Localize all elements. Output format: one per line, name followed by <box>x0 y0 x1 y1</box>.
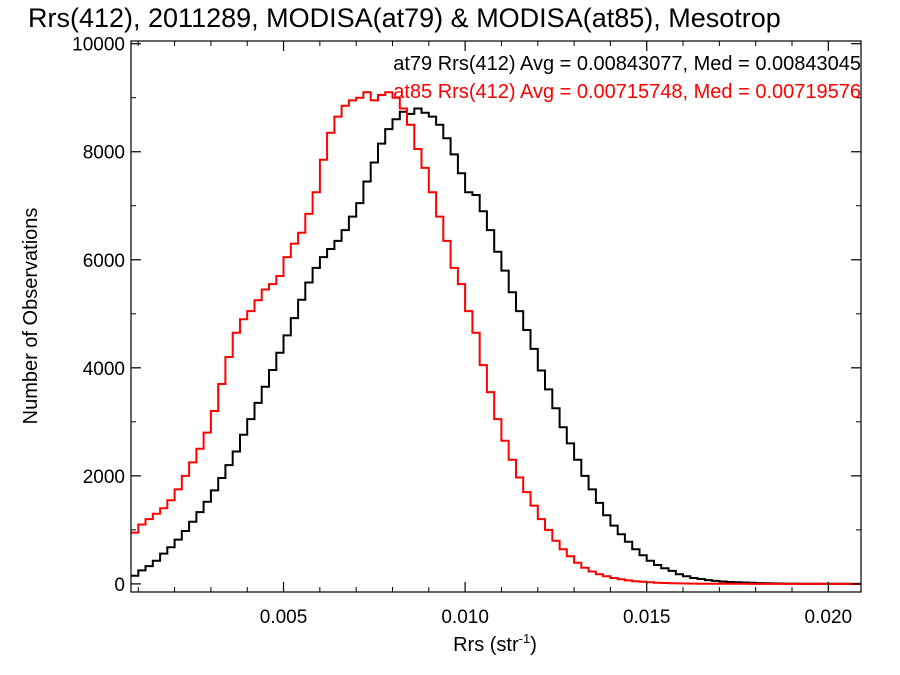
x-tick-label: 0.015 <box>623 607 671 628</box>
series-layer <box>131 91 861 585</box>
x-axis: 0.005 0.010 0.015 0.020 <box>137 41 853 628</box>
y-tick-label: 2000 <box>83 467 125 488</box>
series-line-at85 <box>131 91 861 585</box>
plot-frame <box>130 40 862 593</box>
y-tick-label: 0 <box>114 575 125 596</box>
x-axis-label-superscript: -1 <box>519 631 531 646</box>
y-tick-label: 10000 <box>72 35 125 56</box>
x-tick-label: 0.005 <box>260 607 308 628</box>
y-tick-label: 4000 <box>83 359 125 380</box>
y-axis: 0 2000 4000 6000 8000 10000 <box>72 35 861 596</box>
x-axis-label-close: ) <box>530 634 537 656</box>
x-tick-label: 0.010 <box>441 607 489 628</box>
x-tick-label: 0.020 <box>805 607 853 628</box>
x-axis-label-text: Rrs (str <box>453 634 519 656</box>
series-line-at79 <box>131 107 861 585</box>
y-tick-label: 8000 <box>83 143 125 164</box>
chart-title: Rrs(412), 2011289, MODISA(at79) & MODISA… <box>28 3 781 33</box>
y-axis-label: Number of Observations <box>20 208 42 425</box>
legend-entry-at85: at85 Rrs(412) Avg = 0.00715748, Med = 0.… <box>393 81 861 103</box>
x-axis-label: Rrs (str-1) <box>453 631 537 656</box>
y-tick-label: 6000 <box>83 251 125 272</box>
legend-entry-at79: at79 Rrs(412) Avg = 0.00843077, Med = 0.… <box>393 53 861 75</box>
